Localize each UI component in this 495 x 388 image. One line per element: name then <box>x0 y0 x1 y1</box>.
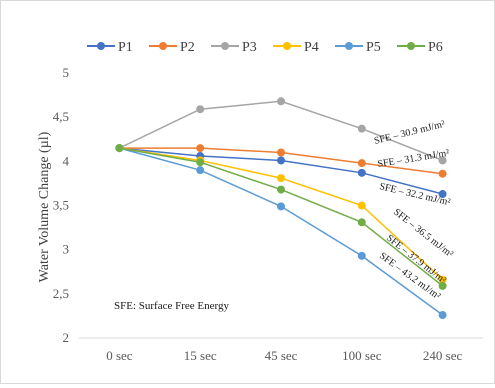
series-p3 <box>115 97 447 165</box>
legend-label: P5 <box>366 40 381 55</box>
y-axis-label: Water Volume Change (µl) <box>37 131 52 282</box>
legend-marker <box>97 42 105 50</box>
data-point <box>357 124 366 133</box>
data-point <box>438 169 447 178</box>
sfe-note: SFE: Surface Free Energy <box>114 300 229 312</box>
series-layer <box>115 97 447 320</box>
legend-item-p2: P2 <box>149 40 195 55</box>
x-tick-label: 45 sec <box>265 348 298 363</box>
data-point <box>277 185 285 194</box>
y-tick-label: 2,5 <box>53 286 69 301</box>
x-tick-label: 0 sec <box>106 348 133 363</box>
data-point <box>277 174 285 183</box>
data-point <box>438 156 447 165</box>
data-point <box>357 251 366 260</box>
data-point <box>196 166 205 175</box>
y-tick-label: 3,5 <box>53 198 69 213</box>
data-point <box>196 105 205 114</box>
y-tick-label: 4 <box>63 153 70 168</box>
data-point <box>357 159 366 168</box>
legend-label: P4 <box>304 40 319 55</box>
data-point <box>357 201 366 210</box>
legend-item-p5: P5 <box>335 40 381 55</box>
data-point <box>357 218 366 227</box>
annotation-p3: SFE – 30.9 mJ/m² <box>373 119 446 147</box>
y-tick-label: 5 <box>63 65 70 80</box>
data-point <box>277 202 285 211</box>
annotation-p1: SFE – 32.2 mJ/m² <box>378 181 451 208</box>
data-point <box>115 144 124 153</box>
legend-marker <box>221 42 229 50</box>
data-point <box>438 275 447 284</box>
y-tick-label: 2 <box>63 330 70 345</box>
y-axis: 2 2,5 3 3,5 4 4,5 5 <box>53 65 70 345</box>
x-axis: 0 sec 15 sec 45 sec 100 sec 240 sec <box>79 337 483 363</box>
legend-item-p1: P1 <box>87 40 133 55</box>
annotation-layer: SFE – 30.9 mJ/m² SFE – 31.3 mJ/m² SFE – … <box>373 119 455 302</box>
data-point <box>357 168 366 177</box>
legend-item-p3: P3 <box>211 40 257 55</box>
legend-item-p4: P4 <box>273 40 319 55</box>
y-tick-label: 3 <box>63 242 70 257</box>
x-tick-label: 240 sec <box>423 348 463 363</box>
series-p6 <box>115 144 447 290</box>
y-tick-label: 4,5 <box>53 109 69 124</box>
series-line <box>119 147 444 316</box>
legend: P1 P2 P3 P4 P5 P6 <box>87 40 443 55</box>
x-tick-label: 15 sec <box>184 348 217 363</box>
data-point <box>438 311 447 320</box>
series-p5 <box>115 144 447 320</box>
data-point <box>277 97 285 106</box>
data-point <box>438 190 447 199</box>
data-point <box>196 158 205 167</box>
legend-label: P3 <box>242 40 257 55</box>
legend-label: P6 <box>428 40 443 55</box>
legend-label: P1 <box>118 40 133 55</box>
data-point <box>196 144 205 153</box>
legend-item-p6: P6 <box>397 40 443 55</box>
data-point <box>277 148 285 157</box>
legend-marker <box>159 42 167 50</box>
legend-label: P2 <box>180 40 195 55</box>
legend-marker <box>283 42 291 50</box>
data-point <box>438 281 447 290</box>
annotation-p2: SFE – 31.3 mJ/m² <box>377 148 450 170</box>
x-tick-label: 100 sec <box>342 348 382 363</box>
data-point <box>277 156 285 165</box>
legend-marker <box>407 42 415 50</box>
legend-marker <box>345 42 353 50</box>
